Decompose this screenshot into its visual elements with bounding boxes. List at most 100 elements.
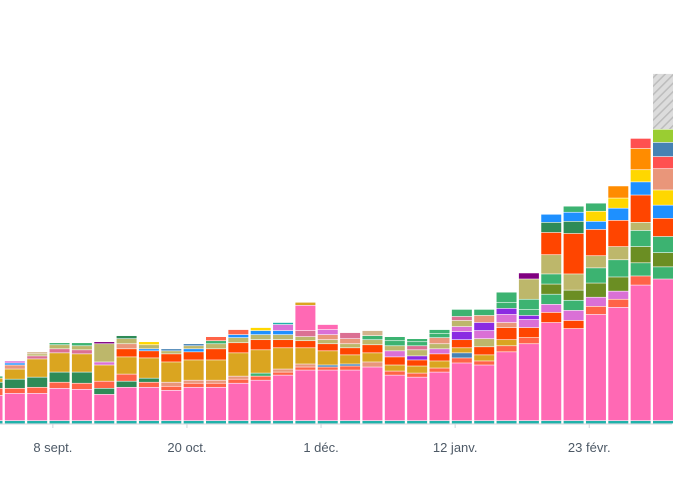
bar-7-segment-0[interactable] [138, 420, 159, 424]
bar-25-segment-8[interactable] [541, 232, 562, 255]
bar-2-segment-4[interactable] [27, 359, 48, 377]
bar-23-segment-5[interactable] [496, 322, 517, 328]
bar-14-segment-5[interactable] [295, 341, 316, 348]
bar-17-segment-3[interactable] [362, 353, 383, 362]
bar-15-segment-6[interactable] [317, 340, 338, 344]
bar-23-segment-8[interactable] [496, 302, 517, 309]
bar-25-segment-5[interactable] [541, 284, 562, 294]
bar-2-segment-3[interactable] [27, 377, 48, 387]
bar-30-segment-6[interactable] [653, 205, 673, 219]
bar-21-segment-3[interactable] [451, 353, 472, 358]
bar-13-segment-8[interactable] [273, 324, 294, 331]
bar-27-segment-0[interactable] [585, 420, 606, 424]
bar-14-segment-4[interactable] [295, 348, 316, 364]
bar-2-segment-0[interactable] [27, 420, 48, 424]
bar-19-segment-2[interactable] [407, 373, 428, 377]
bar-8-segment-7[interactable] [161, 349, 182, 351]
bar-7-segment-1[interactable] [138, 387, 159, 421]
bar-2-segment-7[interactable] [27, 352, 48, 354]
bar-9-segment-6[interactable] [183, 349, 204, 352]
bar-27-segment-7[interactable] [585, 229, 606, 256]
bar-27-segment-5[interactable] [585, 268, 606, 283]
bar-5-segment-2[interactable] [94, 388, 115, 395]
bar-16-segment-5[interactable] [340, 348, 361, 355]
bar-30-segment-1[interactable] [653, 279, 673, 421]
bar-14-segment-2[interactable] [295, 367, 316, 370]
bar-29-segment-1[interactable] [630, 285, 651, 421]
bar-24-segment-9[interactable] [518, 273, 539, 279]
bar-7-segment-5[interactable] [138, 351, 159, 358]
bar-28-segment-7[interactable] [608, 220, 629, 247]
bar-24-segment-3[interactable] [518, 327, 539, 338]
bar-29-segment-2[interactable] [630, 276, 651, 285]
bar-5-segment-6[interactable] [94, 344, 115, 362]
bar-12-segment-0[interactable] [250, 420, 271, 424]
bar-28-segment-0[interactable] [608, 420, 629, 424]
bar-19-segment-1[interactable] [407, 377, 428, 421]
bar-23-segment-9[interactable] [496, 292, 517, 302]
bar-9-segment-1[interactable] [183, 387, 204, 421]
bar-15-segment-4[interactable] [317, 351, 338, 365]
bar-11-segment-3[interactable] [228, 376, 249, 379]
bar-22-segment-0[interactable] [474, 420, 495, 424]
bar-26-segment-1[interactable] [563, 328, 584, 421]
bar-10-segment-1[interactable] [206, 387, 226, 421]
bar-21-segment-5[interactable] [451, 340, 472, 348]
bar-27-segment-6[interactable] [585, 256, 606, 268]
bar-26-segment-7[interactable] [563, 233, 584, 274]
bar-28-segment-9[interactable] [608, 198, 629, 208]
bar-19-segment-3[interactable] [407, 366, 428, 373]
bar-11-segment-8[interactable] [228, 329, 249, 335]
bar-13-segment-7[interactable] [273, 330, 294, 335]
bar-7-segment-7[interactable] [138, 345, 159, 349]
bar-25-segment-6[interactable] [541, 274, 562, 284]
bar-17-segment-7[interactable] [362, 330, 383, 336]
bar-16-segment-7[interactable] [340, 339, 361, 344]
bar-3-segment-0[interactable] [49, 420, 70, 424]
bar-23-segment-7[interactable] [496, 308, 517, 315]
bar-6-segment-7[interactable] [116, 339, 137, 344]
bar-18-segment-3[interactable] [384, 365, 405, 371]
bar-6-segment-4[interactable] [116, 357, 137, 374]
bar-10-segment-6[interactable] [206, 344, 226, 349]
bar-16-segment-4[interactable] [340, 355, 361, 364]
bar-28-segment-1[interactable] [608, 307, 629, 421]
bar-19-segment-6[interactable] [407, 350, 428, 356]
bar-24-segment-2[interactable] [518, 338, 539, 344]
bar-2-segment-2[interactable] [27, 387, 48, 394]
bar-2-segment-1[interactable] [27, 393, 48, 421]
bar-14-segment-7[interactable] [295, 330, 316, 337]
bar-18-segment-1[interactable] [384, 375, 405, 421]
bar-4-segment-0[interactable] [71, 420, 92, 424]
bar-29-segment-7[interactable] [630, 195, 651, 223]
bar-0-segment-1[interactable] [0, 395, 3, 421]
bar-30-segment-9[interactable] [653, 156, 673, 169]
bar-15-segment-2[interactable] [317, 367, 338, 370]
bar-9-segment-5[interactable] [183, 352, 204, 360]
bar-13-segment-4[interactable] [273, 348, 294, 369]
bar-10-segment-4[interactable] [206, 360, 226, 380]
bar-5-segment-3[interactable] [94, 381, 115, 388]
bar-15-segment-7[interactable] [317, 334, 338, 340]
bar-27-segment-8[interactable] [585, 221, 606, 230]
bar-13-segment-6[interactable] [273, 334, 294, 340]
bar-2-segment-5[interactable] [27, 356, 48, 359]
bar-20-segment-0[interactable] [429, 420, 450, 424]
bar-30-segment-5[interactable] [653, 218, 673, 237]
bar-13-segment-2[interactable] [273, 372, 294, 375]
bar-22-segment-8[interactable] [474, 315, 495, 323]
bar-23-segment-3[interactable] [496, 340, 517, 346]
bar-1-segment-1[interactable] [4, 393, 25, 421]
bar-8-segment-6[interactable] [161, 351, 182, 354]
bar-17-segment-4[interactable] [362, 345, 383, 353]
bar-28-segment-3[interactable] [608, 291, 629, 299]
bar-16-segment-3[interactable] [340, 364, 361, 366]
bar-17-segment-6[interactable] [362, 335, 383, 340]
bar-21-segment-4[interactable] [451, 348, 472, 353]
bar-16-segment-2[interactable] [340, 366, 361, 370]
bar-26-segment-4[interactable] [563, 300, 584, 311]
bar-29-segment-8[interactable] [630, 182, 651, 195]
bar-5-segment-5[interactable] [94, 362, 115, 365]
bar-26-segment-10[interactable] [563, 206, 584, 212]
bar-13-segment-3[interactable] [273, 369, 294, 372]
